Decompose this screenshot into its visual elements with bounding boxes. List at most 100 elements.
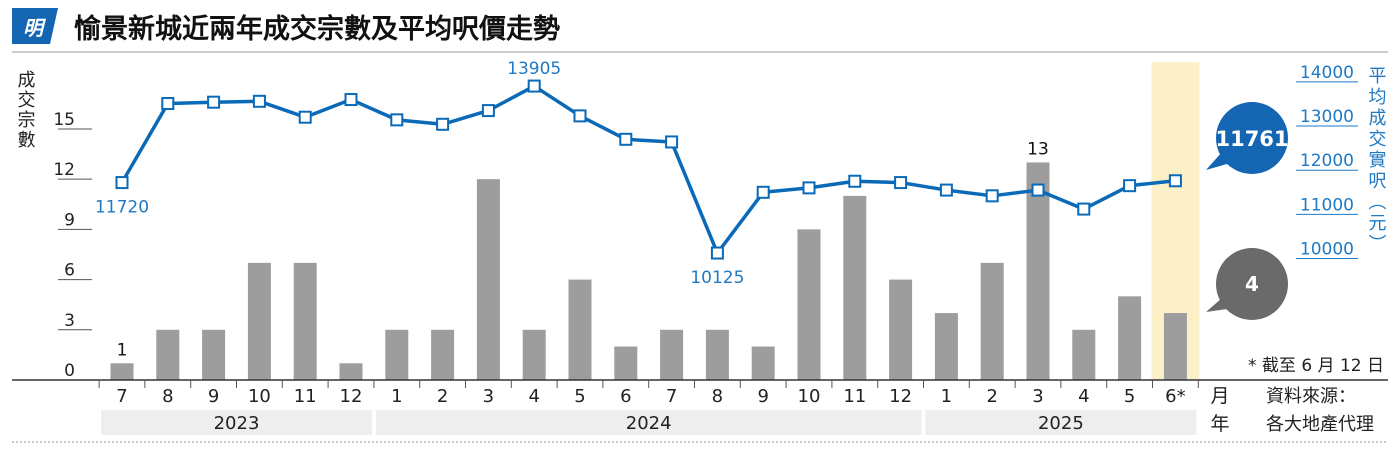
volume-bar (385, 329, 409, 380)
left-tick-label: 0 (64, 361, 75, 381)
volume-bar (522, 329, 546, 380)
volume-bar (110, 363, 134, 380)
right-axis: 10000 11000 12000 13000 14000 (1296, 63, 1358, 260)
volume-bar (568, 279, 592, 380)
month-label: 11 (843, 386, 866, 407)
volume-bar (614, 346, 638, 380)
month-label: 3 (483, 386, 494, 407)
month-label: 11 (294, 386, 317, 407)
year-label: 2023 (214, 413, 260, 434)
year-band (925, 410, 1197, 435)
month-label: 1 (941, 386, 952, 407)
volume-bar (293, 262, 317, 380)
price-marker (252, 94, 266, 108)
month-label: 8 (712, 386, 723, 407)
right-axis-label-group: 平均成交實呎（元） (1366, 66, 1387, 255)
month-label: 9 (757, 386, 768, 407)
price-line (115, 79, 1182, 260)
volume-bubble-circle (1216, 248, 1288, 320)
price-bubble-tail (1206, 152, 1234, 170)
price-marker (1123, 179, 1137, 193)
data-label: 11720 (95, 198, 149, 218)
volume-bubble: 4 (1206, 248, 1288, 320)
year-bands: 2023 2024 2025 (101, 410, 1197, 435)
volume-bar (1163, 313, 1187, 380)
month-label: 10 (248, 386, 271, 407)
price-marker (1077, 202, 1091, 216)
year-band (375, 410, 922, 435)
month-label: 2 (437, 386, 448, 407)
volume-bar (431, 329, 455, 380)
chart-header: 明 愉景新城近兩年成交宗數及平均呎價走勢 (12, 8, 1388, 53)
x-axis: 7 8 9 10 11 12 1 2 3 4 5 6 7 8 9 10 11 12 1 2 3 4 5 6* (98, 380, 1199, 407)
month-label: 4 (1078, 386, 1089, 407)
month-label: 3 (1032, 386, 1043, 407)
price-marker (298, 110, 312, 124)
month-label: 12 (889, 386, 912, 407)
source-label: 資料來源： (1266, 386, 1356, 407)
data-label: 13 (1027, 139, 1049, 159)
right-tick-label: 12000 (1300, 151, 1354, 171)
volume-bubble-text: 4 (1245, 272, 1259, 296)
month-label: 5 (574, 386, 585, 407)
price-bubble: 11761 (1206, 102, 1289, 174)
month-label: 7 (116, 386, 127, 407)
month-label: 8 (162, 386, 173, 407)
volume-bars (110, 162, 1187, 380)
month-label: 5 (1124, 386, 1135, 407)
data-labels: 1 13 11720 13905 10125 (95, 59, 1049, 360)
volume-bar (247, 262, 271, 380)
month-label: 2 (986, 386, 997, 407)
chart-title: 愉景新城近兩年成交宗數及平均呎價走勢 (74, 13, 560, 45)
price-marker (985, 189, 999, 203)
volume-bar (980, 262, 1004, 380)
right-tick-label: 14000 (1300, 63, 1354, 83)
left-tick-label: 15 (53, 110, 75, 130)
price-marker (573, 109, 587, 123)
left-axis: 0 3 6 9 12 15 (53, 110, 92, 381)
price-line-path (120, 84, 1176, 255)
month-label: 6 (620, 386, 631, 407)
left-tick-label: 12 (53, 160, 75, 180)
price-marker (939, 183, 953, 197)
volume-bubble-tail (1206, 298, 1234, 312)
volume-bar (705, 329, 729, 380)
volume-bar (843, 195, 867, 380)
source-value: 各大地產代理 (1266, 414, 1374, 435)
month-axis-label: 月 (1210, 385, 1229, 407)
right-tick-label: 13000 (1300, 107, 1354, 127)
price-marker (527, 79, 541, 93)
volume-bar (202, 329, 226, 380)
price-bubble-circle (1216, 102, 1288, 174)
data-label: 13905 (507, 59, 561, 79)
price-bubble-text: 11761 (1215, 127, 1288, 151)
price-marker (848, 174, 862, 188)
left-axis-label-group: 成交宗數 (15, 70, 36, 150)
data-label: 10125 (690, 268, 744, 288)
price-marker (619, 132, 633, 146)
volume-bar (889, 279, 913, 380)
logo-badge (12, 8, 58, 44)
price-marker (344, 93, 358, 107)
volume-bar (476, 179, 500, 380)
month-label: 9 (208, 386, 219, 407)
volume-bar (1026, 162, 1050, 380)
month-label: 6* (1165, 386, 1185, 407)
volume-bar (660, 329, 684, 380)
month-label: 1 (391, 386, 402, 407)
month-label: 12 (340, 386, 363, 407)
right-tick-label: 11000 (1300, 195, 1354, 215)
left-axis-label: 成交宗數 (15, 70, 36, 150)
price-marker (756, 185, 770, 199)
volume-bar (1118, 296, 1142, 380)
month-label: 4 (528, 386, 539, 407)
volume-bar (339, 363, 363, 380)
volume-bar (797, 229, 821, 380)
price-marker (665, 135, 679, 149)
left-tick-label: 3 (64, 311, 75, 331)
volume-bar (934, 313, 958, 380)
volume-bar (156, 329, 180, 380)
price-marker (481, 104, 495, 118)
price-marker (207, 95, 221, 109)
